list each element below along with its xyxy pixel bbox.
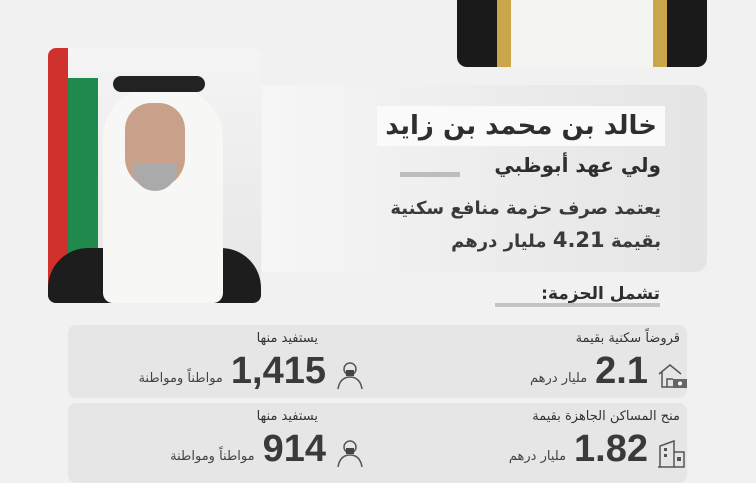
beneficiaries-block: يستفيد منها 914 مواطناً ومواطنة	[170, 408, 366, 468]
row-value: 2.1	[595, 350, 648, 392]
beneficiaries-count: 1,415	[230, 350, 326, 392]
house-money-icon	[656, 360, 688, 390]
row-value-block: منح المساكن الجاهزة بقيمة 1.82 مليار دره…	[509, 408, 688, 468]
person-name: خالد بن محمد بن زايد	[377, 106, 665, 146]
decorative-line	[495, 303, 660, 307]
beneficiaries-block: يستفيد منها 1,415 مواطناً ومواطنة	[138, 330, 366, 390]
buildings-icon	[656, 438, 688, 468]
person-role: ولي عهد أبوظبي	[494, 153, 661, 177]
description-amount: 4.21	[552, 228, 605, 252]
top-portrait-photo	[457, 0, 707, 67]
beneficiaries-count: 914	[262, 428, 326, 470]
package-row	[68, 325, 687, 398]
beneficiaries-label: يستفيد منها	[256, 409, 318, 424]
beneficiaries-unit: مواطناً ومواطنة	[138, 371, 223, 386]
description-suffix: مليار درهم	[451, 231, 547, 252]
row-value-block: قروضاً سكنية بقيمة 2.1 مليار درهم	[530, 330, 688, 390]
beneficiaries-label: يستفيد منها	[256, 331, 318, 346]
description-line2: بقيمة 4.21 مليار درهم	[451, 228, 661, 252]
row-label: منح المساكن الجاهزة بقيمة	[532, 409, 680, 424]
row-unit: مليار درهم	[508, 449, 567, 464]
description-prefix: بقيمة	[610, 231, 661, 252]
emirati-person-icon	[334, 360, 366, 390]
row-value: 1.82	[574, 428, 648, 470]
package-title: تشمل الحزمة:	[541, 284, 660, 304]
beneficiaries-unit: مواطناً ومواطنة	[170, 449, 255, 464]
row-unit: مليار درهم	[530, 371, 588, 386]
row-label: قروضاً سكنية بقيمة	[575, 331, 680, 346]
emirati-person-icon	[334, 438, 366, 468]
description-line1: يعتمد صرف حزمة منافع سكنية	[390, 198, 661, 219]
portrait-photo	[48, 48, 261, 303]
decorative-line	[400, 172, 460, 177]
